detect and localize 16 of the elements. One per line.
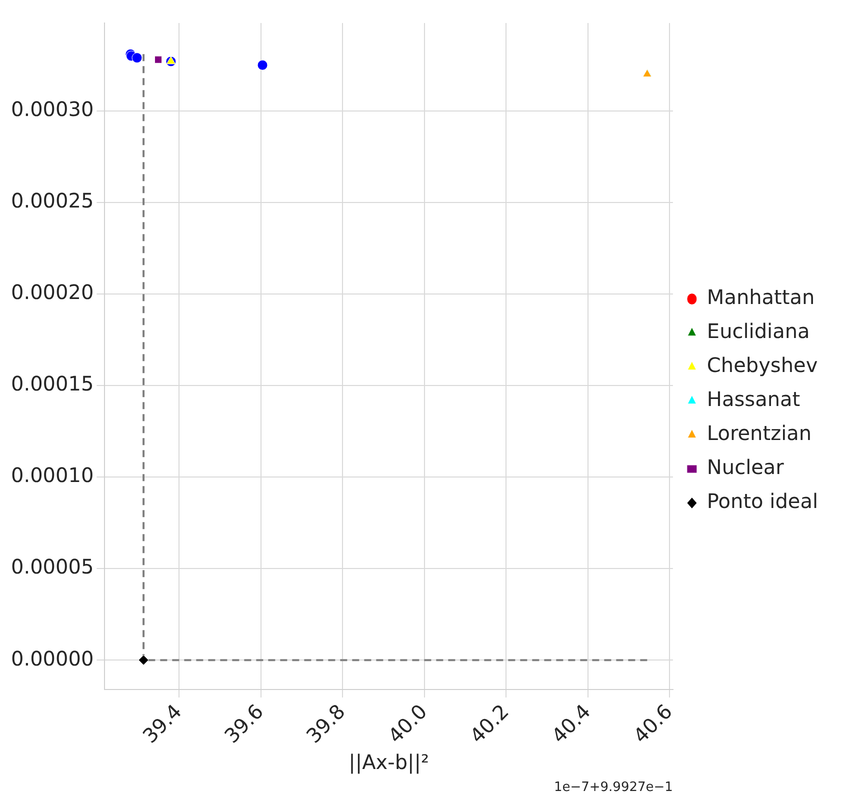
y-tick-label: 0.00005	[10, 554, 94, 579]
y-tick-label: 0.00010	[10, 463, 94, 488]
y-tick-label: 0.00015	[10, 372, 94, 396]
legend-label: Ponto ideal	[706, 489, 818, 514]
legend-label: Lorentzian	[706, 421, 812, 446]
legend-label: Euclidiana	[706, 319, 810, 344]
y-tick-label: 0.00000	[10, 646, 94, 670]
text: 1e−7+9.9927e−1	[554, 780, 673, 795]
legend-label: Chebyshev	[706, 353, 818, 378]
legend-label: Nuclear	[706, 455, 785, 480]
y-tick-label: 0.00025	[10, 188, 94, 213]
y-tick-label: 0.00030	[10, 97, 94, 122]
y-tick-label: 0.00020	[10, 280, 94, 304]
legend-label: Hassanat	[706, 387, 800, 412]
legend-label: Manhattan	[706, 285, 815, 310]
x-axis-title: ||Ax-b||²	[348, 750, 430, 774]
